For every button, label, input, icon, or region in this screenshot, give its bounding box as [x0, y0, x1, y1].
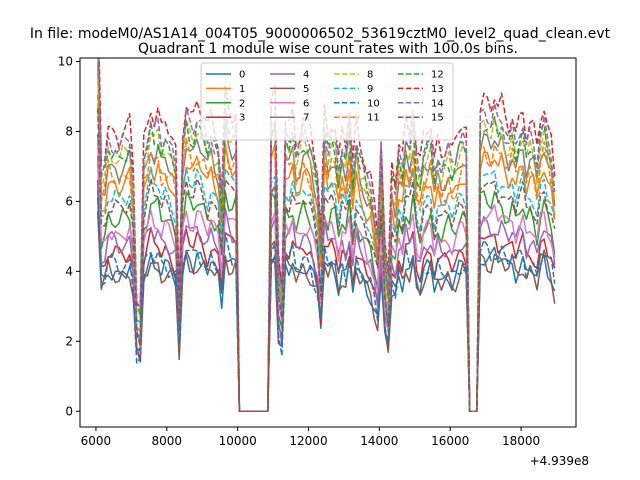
legend-label-11: 11 — [367, 113, 380, 124]
series-line-3 — [96, 179, 556, 413]
series-line-4 — [96, 155, 556, 413]
x-tick-label: 6000 — [81, 434, 112, 448]
legend-label-9: 9 — [367, 84, 373, 95]
legend-label-2: 2 — [239, 98, 245, 109]
y-tick-label: 0 — [65, 404, 73, 418]
legend-label-1: 1 — [239, 84, 245, 95]
legend-label-8: 8 — [367, 70, 373, 81]
x-tick-label: 8000 — [152, 434, 183, 448]
legend-label-4: 4 — [303, 70, 309, 81]
figure-suptitle: In file: modeM0/AS1A14_004T05_9000006502… — [30, 26, 611, 42]
x-offset-label: +4.939e8 — [530, 454, 589, 468]
legend-label-6: 6 — [303, 98, 309, 109]
series-line-8 — [97, 58, 556, 413]
x-axis: 6000 8000 10000 12000 14000 16000 18000 — [81, 427, 540, 448]
legend-label-10: 10 — [367, 98, 380, 109]
legend-label-12: 12 — [431, 70, 444, 81]
legend-box — [200, 62, 454, 141]
x-tick-label: 10000 — [219, 434, 257, 448]
legend-label-0: 0 — [239, 70, 245, 81]
series-line-15 — [96, 108, 556, 413]
y-axis: 0 2 4 6 8 10 — [58, 54, 80, 418]
y-tick-label: 6 — [65, 194, 73, 208]
x-tick-label: 18000 — [502, 434, 540, 448]
y-tick-label: 10 — [58, 54, 73, 68]
plot-frame — [79, 57, 577, 428]
plot-lines — [96, 58, 556, 413]
legend-label-13: 13 — [431, 84, 444, 95]
legend-label-3: 3 — [239, 113, 245, 124]
chart-title: Quadrant 1 module wise count rates with … — [138, 41, 518, 57]
y-tick-label: 8 — [65, 124, 73, 138]
legend-label-7: 7 — [303, 113, 309, 124]
series-line-13 — [98, 58, 556, 413]
x-tick-label: 16000 — [431, 434, 469, 448]
legend-label-14: 14 — [431, 98, 444, 109]
y-tick-label: 4 — [65, 264, 73, 278]
x-tick-label: 12000 — [289, 434, 327, 448]
series-line-9 — [96, 94, 556, 413]
legend-label-5: 5 — [303, 84, 309, 95]
legend-label-15: 15 — [431, 113, 444, 124]
x-tick-label: 14000 — [360, 434, 398, 448]
series-line-5 — [96, 211, 556, 413]
y-tick-label: 2 — [65, 334, 73, 348]
